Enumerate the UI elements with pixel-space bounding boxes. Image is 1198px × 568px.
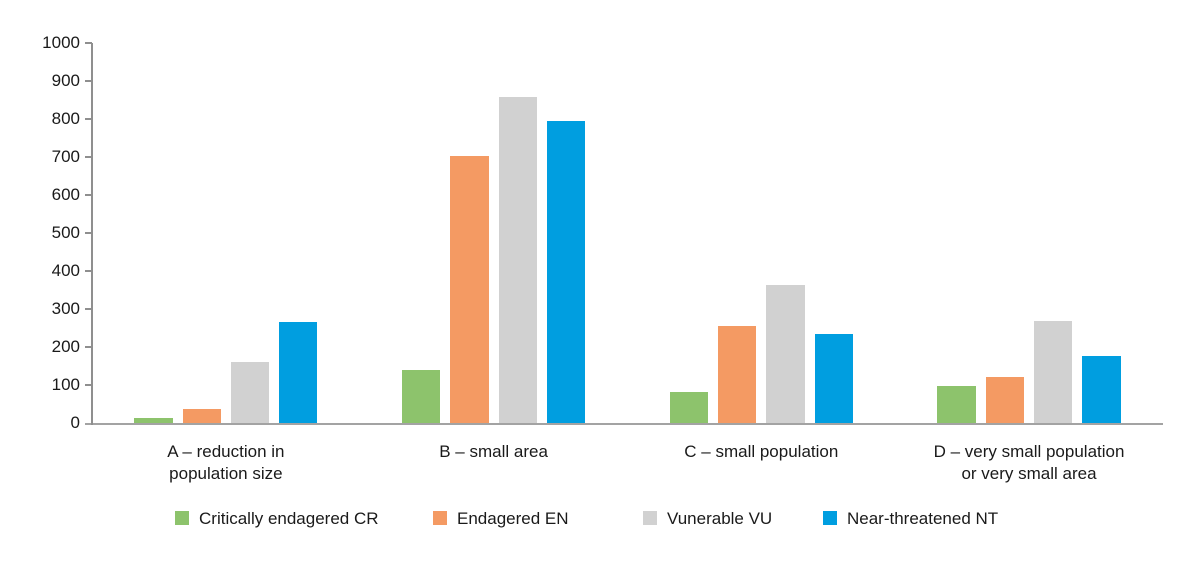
legend-label-en: Endagered EN xyxy=(457,509,569,528)
legend-item-nt: Near-threatened NT xyxy=(823,508,1053,530)
y-tick-700 xyxy=(85,156,92,158)
x-axis-line xyxy=(85,423,1163,425)
bar-nt-d xyxy=(1082,355,1121,423)
bar-nt-a xyxy=(279,321,318,423)
x-category-label-a: A – reduction in population size xyxy=(167,442,285,483)
legend-item-en: Endagered EN xyxy=(433,508,663,530)
y-tick-label-500: 500 xyxy=(51,223,80,242)
y-tick-label-200: 200 xyxy=(51,337,80,356)
y-tick-200 xyxy=(85,346,92,348)
x-category-label-b: B – small area xyxy=(439,442,548,461)
y-tick-600 xyxy=(85,194,92,196)
bar-nt-c xyxy=(814,334,853,423)
y-axis-line xyxy=(91,43,93,425)
bar-cr-b xyxy=(402,369,441,423)
bar-cr-c xyxy=(669,391,708,423)
bar-cr-d xyxy=(937,385,976,423)
bar-vu-c xyxy=(766,285,805,423)
bar-vu-d xyxy=(1034,320,1073,423)
y-tick-1000 xyxy=(85,42,92,44)
x-category-label-d: D – very small population or very small … xyxy=(933,442,1125,483)
bar-cr-a xyxy=(134,418,173,423)
y-tick-label-900: 900 xyxy=(51,71,80,90)
y-tick-label-100: 100 xyxy=(51,375,80,394)
legend-swatch-vu xyxy=(643,511,657,525)
y-tick-300 xyxy=(85,308,92,310)
legend-swatch-cr xyxy=(175,511,189,525)
legend-label-cr: Critically endagered CR xyxy=(199,509,379,528)
y-tick-label-0: 0 xyxy=(70,413,80,432)
legend-item-cr: Critically endagered CR xyxy=(175,508,405,530)
y-tick-label-1000: 1000 xyxy=(42,33,80,52)
y-tick-100 xyxy=(85,384,92,386)
y-tick-800 xyxy=(85,118,92,120)
bar-nt-b xyxy=(546,120,586,423)
y-tick-label-600: 600 xyxy=(51,185,80,204)
legend-label-vu: Vunerable VU xyxy=(667,509,773,528)
bar-en-d xyxy=(985,377,1024,423)
y-tick-label-700: 700 xyxy=(51,147,80,166)
bar-vu-b xyxy=(498,97,537,423)
bar-en-b xyxy=(450,155,489,423)
legend-swatch-nt xyxy=(823,511,837,525)
legend-item-vu: Vunerable VU xyxy=(643,508,873,530)
y-tick-500 xyxy=(85,232,92,234)
y-tick-label-300: 300 xyxy=(51,299,80,318)
y-tick-label-800: 800 xyxy=(51,109,80,128)
bar-vu-a xyxy=(230,362,270,423)
y-tick-400 xyxy=(85,270,92,272)
x-category-label-c: C – small population xyxy=(684,442,839,461)
bar-en-c xyxy=(718,326,757,423)
y-tick-900 xyxy=(85,80,92,82)
bar-en-a xyxy=(182,409,221,423)
legend-label-nt: Near-threatened NT xyxy=(847,509,999,528)
legend-swatch-en xyxy=(433,511,447,525)
y-tick-label-400: 400 xyxy=(51,261,80,280)
